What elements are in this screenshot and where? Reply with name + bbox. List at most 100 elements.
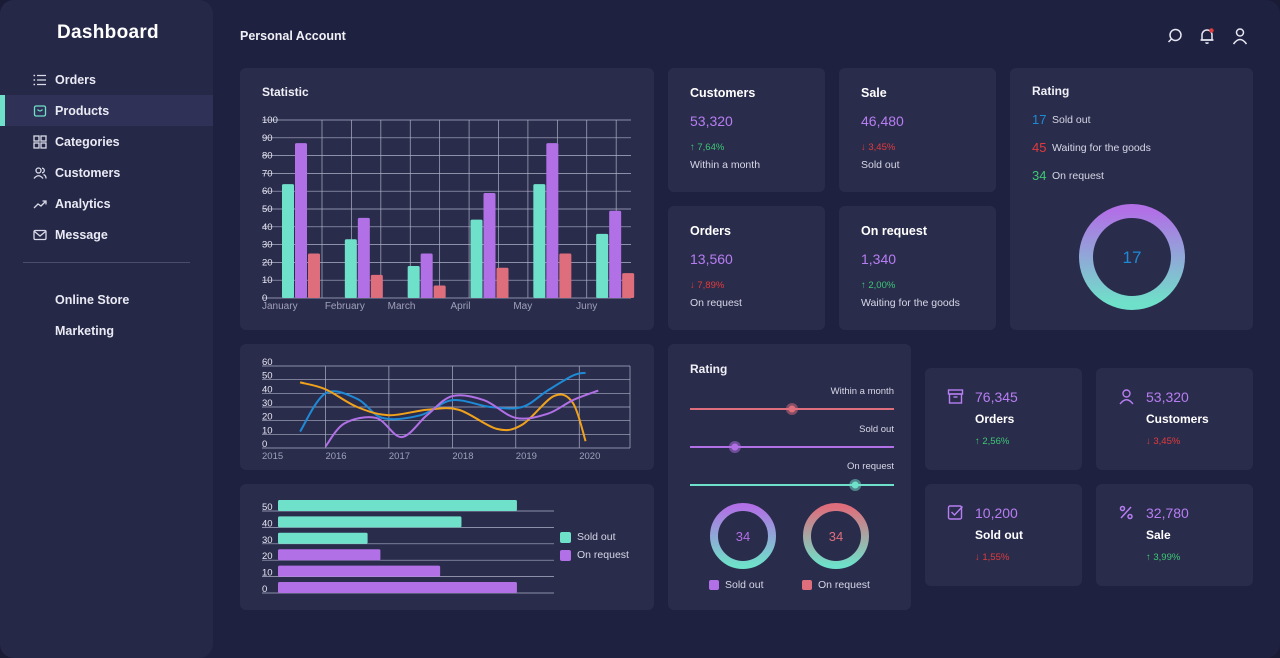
legend-sold-out: Sold out	[709, 579, 764, 591]
sidebar-item-marketing[interactable]: Marketing	[55, 323, 115, 338]
x-tick-label: 2015	[262, 451, 283, 462]
mail-icon	[33, 228, 47, 242]
slider-handle	[731, 443, 739, 451]
users-icon	[33, 166, 47, 180]
stat-delta: ↓ 3,45%	[861, 142, 896, 153]
bar	[596, 233, 609, 298]
bar	[420, 253, 433, 298]
series-line	[299, 381, 587, 442]
ring-on-request	[803, 503, 869, 569]
kpi-label: Sale	[1146, 528, 1171, 542]
bar	[278, 532, 368, 544]
sidebar-item-message[interactable]: Message	[0, 219, 213, 250]
bar	[295, 143, 307, 298]
slider-label: Within a month	[830, 386, 894, 397]
bar	[278, 582, 517, 593]
rating-row: 34 On request	[1032, 168, 1104, 183]
sidebar-item-label: Products	[55, 103, 110, 118]
bell-icon[interactable]	[1198, 27, 1216, 45]
rating-number: 45	[1032, 140, 1047, 155]
archive-icon	[947, 388, 964, 405]
y-tick-label: 70	[262, 168, 273, 179]
rating-sliders[interactable]	[668, 344, 911, 504]
kpi-value: 53,320	[1146, 389, 1189, 405]
box-icon	[33, 104, 47, 118]
stat-sub: Waiting for the goods	[861, 297, 960, 309]
sidebar-item-orders[interactable]: Orders	[0, 64, 213, 95]
rating-number: 34	[1032, 168, 1047, 183]
x-tick-label: January	[262, 301, 298, 312]
sidebar-item-online-store[interactable]: Online Store	[55, 292, 130, 307]
rating-card-mid: Rating Within a month Sold out On reques…	[668, 344, 911, 610]
stat-value: 13,560	[690, 251, 733, 267]
y-tick-label: 50	[262, 502, 273, 513]
y-tick-label: 60	[262, 357, 273, 368]
bar	[407, 265, 420, 298]
legend-label: On request	[818, 579, 870, 591]
y-tick-label: 30	[262, 240, 273, 251]
bar	[278, 500, 517, 511]
kpi-delta: ↑ 2,56%	[975, 436, 1010, 447]
hbar-chart-card: 50 40 30 20 10 0 Sold out On request	[240, 484, 654, 610]
kpi-value: 10,200	[975, 505, 1018, 521]
trend-icon	[33, 197, 47, 211]
list-icon	[33, 73, 47, 87]
stat-sub: Sold out	[861, 159, 900, 171]
horizontal-bar-chart: 50 40 30 20 10 0	[262, 500, 554, 595]
sidebar-item-customers[interactable]: Customers	[0, 157, 213, 188]
bar	[278, 516, 462, 528]
x-tick-label: March	[388, 301, 416, 312]
legend-label: Sold out	[725, 579, 764, 591]
orders-stat-card[interactable]: Orders 13,560 ↓ 7,89% On request	[668, 206, 825, 330]
search-icon[interactable]	[1166, 27, 1184, 45]
y-tick-label: 40	[262, 518, 273, 529]
bar	[278, 565, 441, 577]
bar	[622, 273, 635, 298]
y-tick-label: 60	[262, 186, 273, 197]
bar	[483, 192, 496, 298]
bar	[282, 184, 294, 298]
line-chart: 0 10 20 30 40 50 60 2015 2016 2017 2018 2019 2020	[262, 357, 631, 462]
x-tick-label: 2019	[516, 451, 537, 462]
x-tick-label: Juny	[576, 301, 597, 312]
legend-swatch	[709, 580, 719, 590]
sidebar-item-categories[interactable]: Categories	[0, 126, 213, 157]
x-tick-label: May	[513, 301, 532, 312]
bar	[546, 143, 559, 298]
kpi-sale-card[interactable]: 32,780 Sale ↑ 3,99%	[1096, 484, 1253, 586]
sale-stat-card[interactable]: Sale 46,480 ↓ 3,45% Sold out	[839, 68, 996, 192]
sidebar-item-label: Orders	[55, 72, 96, 87]
stat-label: Customers	[690, 86, 756, 100]
ring-value: 34	[829, 529, 843, 544]
x-tick-label: 2018	[452, 451, 473, 462]
kpi-sold-out-card[interactable]: 10,200 Sold out ↓ 1,55%	[925, 484, 1082, 586]
user-icon[interactable]	[1231, 27, 1249, 45]
kpi-orders-card[interactable]: 76,345 Orders ↑ 2,56%	[925, 368, 1082, 470]
legend-sold-out: Sold out	[560, 531, 616, 543]
rating-rings: 34 34	[710, 503, 869, 569]
sidebar-item-products[interactable]: Products	[0, 95, 213, 126]
rating-card-top: Rating 17 Sold out 45 Waiting for the go…	[1010, 68, 1253, 330]
sidebar-item-analytics[interactable]: Analytics	[0, 188, 213, 219]
y-tick-label: 10	[262, 425, 273, 436]
y-tick-label: 10	[262, 275, 273, 286]
on-request-stat-card[interactable]: On request 1,340 ↑ 2,00% Waiting for the…	[839, 206, 996, 330]
kpi-value: 76,345	[975, 389, 1018, 405]
y-tick-label: 90	[262, 133, 273, 144]
rating-text: On request	[1052, 169, 1104, 182]
brand-logo[interactable]: Dashboard	[57, 22, 159, 43]
customers-stat-card[interactable]: Customers 53,320 ↑ 7,64% Within a month	[668, 68, 825, 192]
sidebar-secondary-nav: Online Store Marketing	[55, 284, 129, 346]
sidebar-item-label: Customers	[55, 165, 121, 180]
y-tick-label: 0	[262, 584, 267, 595]
series-line	[324, 389, 599, 448]
grid-icon	[33, 134, 47, 149]
bar	[344, 239, 357, 298]
ring-value: 34	[736, 529, 750, 544]
stat-delta: ↑ 2,00%	[861, 280, 896, 291]
sidebar-divider	[23, 262, 190, 263]
rating-number: 17	[1032, 112, 1047, 127]
kpi-customers-card[interactable]: 53,320 Customers ↓ 3,45%	[1096, 368, 1253, 470]
rating-title: Rating	[1032, 84, 1070, 98]
